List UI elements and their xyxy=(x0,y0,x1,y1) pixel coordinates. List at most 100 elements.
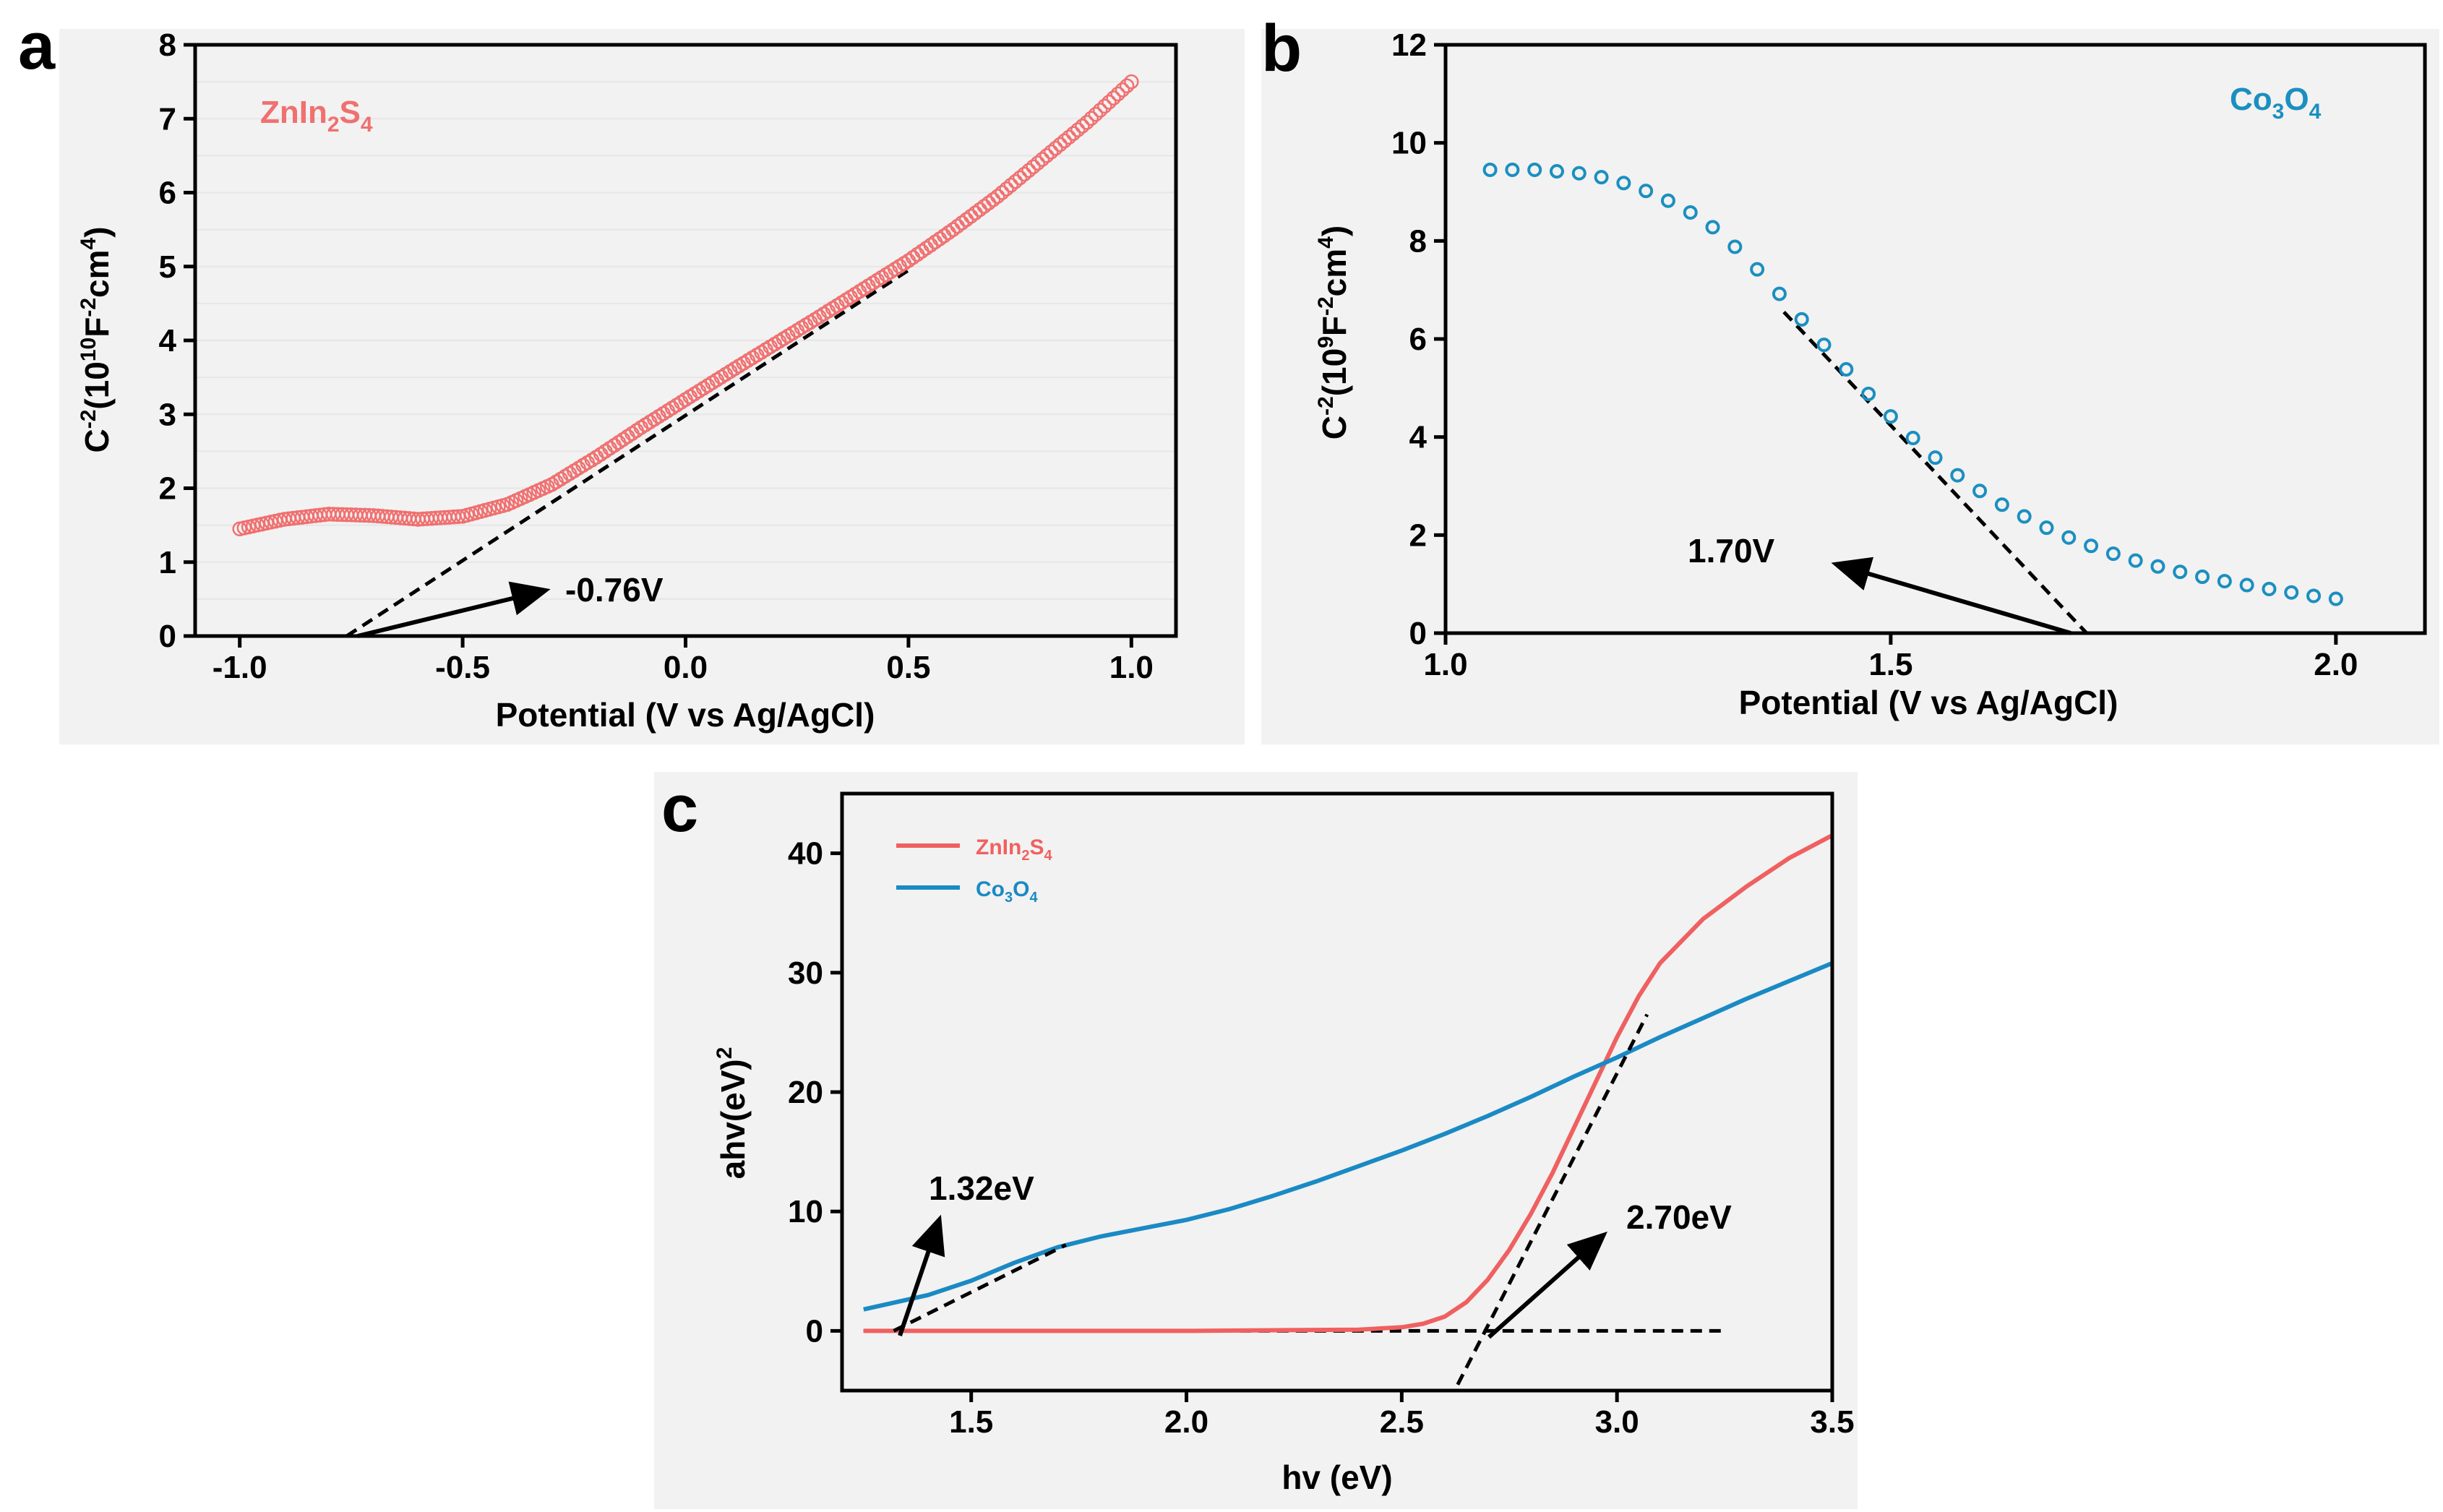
panel-c-x-tick-label: 3.5 xyxy=(1810,1404,1854,1440)
panel-c-annotation-arrow-2 xyxy=(1487,1232,1607,1339)
panel-c-fit-line-1 xyxy=(1456,1013,1649,1386)
panel-c-y-tick-label: 40 xyxy=(788,836,823,872)
panel-a-x-tick-label: 0.0 xyxy=(664,650,708,685)
panel-a-y-tick-label: 5 xyxy=(159,249,176,285)
panel-c-x-tick-label: 2.0 xyxy=(1164,1404,1208,1440)
panel-b-point xyxy=(2306,588,2322,603)
panel-b: b 1.0 1.5 2.0 0 2 4 6 8 10 12 Potential (V vs Ag… xyxy=(1261,12,2439,744)
panel-a-point xyxy=(1012,170,1028,186)
panel-a-y-tick-label: 0 xyxy=(159,619,176,654)
panel-b-point xyxy=(2284,585,2299,600)
panel-b-point xyxy=(1772,286,1787,301)
panel-b-point xyxy=(1549,164,1564,179)
panel-b-y-tick-label: 10 xyxy=(1391,126,1427,161)
panel-b-point xyxy=(1750,262,1765,277)
panel-b-point xyxy=(2017,509,2032,524)
panel-c: c 1.5 2.0 2.5 3.0 3.5 0 10 20 30 40 hv (eV) ahv(… xyxy=(654,772,1858,1509)
panel-b-point xyxy=(1839,362,1854,377)
panel-c-background xyxy=(654,772,1858,1509)
panel-a-point xyxy=(990,189,1005,204)
panel-a-point xyxy=(1110,86,1126,102)
panel-a-point xyxy=(1052,137,1068,153)
panel-c-annotation-arrow-1 xyxy=(898,1214,945,1336)
panel-b-legend-label: Co3O4 xyxy=(2230,82,2322,124)
panel-c-legend-label-co3o4: Co3O4 xyxy=(976,877,1038,906)
panel-a-point xyxy=(1003,178,1019,193)
panel-b-point xyxy=(1505,162,1520,177)
panel-b-y-tick-label: 8 xyxy=(1409,223,1427,259)
panel-b-x-tick-label: 2.0 xyxy=(2314,647,2358,682)
panel-b-data-points xyxy=(1482,162,2343,606)
panel-b-point xyxy=(2217,574,2232,589)
panel-a-point xyxy=(1102,94,1117,110)
panel-b-point xyxy=(2128,553,2143,568)
panel-c-y-tick-label: 0 xyxy=(806,1313,823,1349)
panel-b-point xyxy=(1594,170,1609,185)
panel-b-point xyxy=(1816,338,1832,353)
panel-a-point xyxy=(1083,111,1099,126)
panel-a-y-tick-label: 7 xyxy=(159,101,176,137)
panel-c-y-tick-label: 10 xyxy=(788,1194,823,1229)
panel-b-y-label: C-2(109F-2cm4) xyxy=(1314,225,1353,439)
panel-b-point xyxy=(1883,409,1898,424)
panel-b-point xyxy=(2328,591,2343,606)
panel-a-background xyxy=(59,29,1245,744)
panel-b-point xyxy=(1527,162,1542,177)
panel-b-y-tick-label: 0 xyxy=(1409,616,1427,651)
panel-a-x-tick-label: -1.0 xyxy=(212,650,267,685)
panel-c-legend-label-znin2s4: ZnIn2S4 xyxy=(976,836,1052,864)
panel-b-point xyxy=(1683,205,1698,220)
panel-b-point xyxy=(1861,386,1876,401)
panel-b-point xyxy=(1727,239,1743,254)
panel-a-y-tick-label: 8 xyxy=(159,27,176,63)
panel-a-point xyxy=(985,192,1001,207)
panel-a-point xyxy=(1034,152,1050,167)
panel-b-y-ticks: 0 2 4 6 8 10 12 xyxy=(1391,27,1446,651)
panel-b-letter: b xyxy=(1261,12,1302,85)
panel-b-x-tick-label: 1.5 xyxy=(1868,647,1912,682)
panel-a-point xyxy=(1021,163,1036,179)
panel-b-point xyxy=(2039,520,2054,536)
panel-c-x-ticks: 1.5 2.0 2.5 3.0 3.5 xyxy=(949,1391,1855,1440)
panel-a-point xyxy=(1097,98,1112,114)
panel-a-point xyxy=(1124,74,1139,90)
panel-c-annotation-1: 1.32eV xyxy=(929,1169,1034,1207)
panel-b-background xyxy=(1261,29,2439,744)
panel-a-point xyxy=(1048,140,1063,156)
panel-b-x-ticks: 1.0 1.5 2.0 xyxy=(1423,633,2358,682)
panel-a-x-tick-label: 1.0 xyxy=(1109,650,1154,685)
panel-a-annotation-arrow xyxy=(357,581,551,638)
panel-b-point xyxy=(1972,484,1988,499)
panel-b-point xyxy=(1571,166,1587,181)
panel-a-point xyxy=(1030,155,1046,171)
panel-b-point xyxy=(2195,569,2210,584)
panel-c-series-line-0 xyxy=(863,833,1834,1333)
panel-a-point xyxy=(1039,148,1055,163)
panel-a-y-tick-label: 4 xyxy=(159,323,177,358)
panel-a-point xyxy=(1008,173,1023,189)
panel-a-annotation: -0.76V xyxy=(565,571,664,609)
panel-a-point xyxy=(1065,126,1081,141)
panel-c-annotation-2: 2.70eV xyxy=(1626,1198,1732,1236)
panel-b-point xyxy=(2239,577,2254,593)
panel-c-y-tick-label: 30 xyxy=(788,955,823,991)
panel-b-point xyxy=(2061,530,2077,545)
panel-a-point xyxy=(1115,82,1130,98)
panel-a-point xyxy=(1119,78,1135,93)
panel-b-y-tick-label: 6 xyxy=(1409,322,1427,357)
panel-a-point xyxy=(1044,145,1059,160)
panel-a-y-label: C-2(1010F-2cm4) xyxy=(77,226,116,452)
panel-a-y-ticks: 0 1 2 3 4 5 6 7 8 xyxy=(159,27,195,654)
panel-b-x-label: Potential (V vs Ag/AgCl) xyxy=(1739,684,2118,721)
panel-b-point xyxy=(2105,546,2121,562)
panel-a-grid xyxy=(195,81,1176,600)
panel-b-x-tick-label: 1.0 xyxy=(1423,647,1467,682)
panel-c-fits xyxy=(893,1013,1649,1386)
panel-b-point xyxy=(1950,468,1965,483)
panel-b-point xyxy=(1660,193,1675,208)
panel-a-data-points xyxy=(232,74,1139,536)
panel-b-point xyxy=(1705,220,1720,235)
panel-b-point xyxy=(1928,450,1943,465)
panel-a-legend-label: ZnIn2S4 xyxy=(260,95,373,137)
